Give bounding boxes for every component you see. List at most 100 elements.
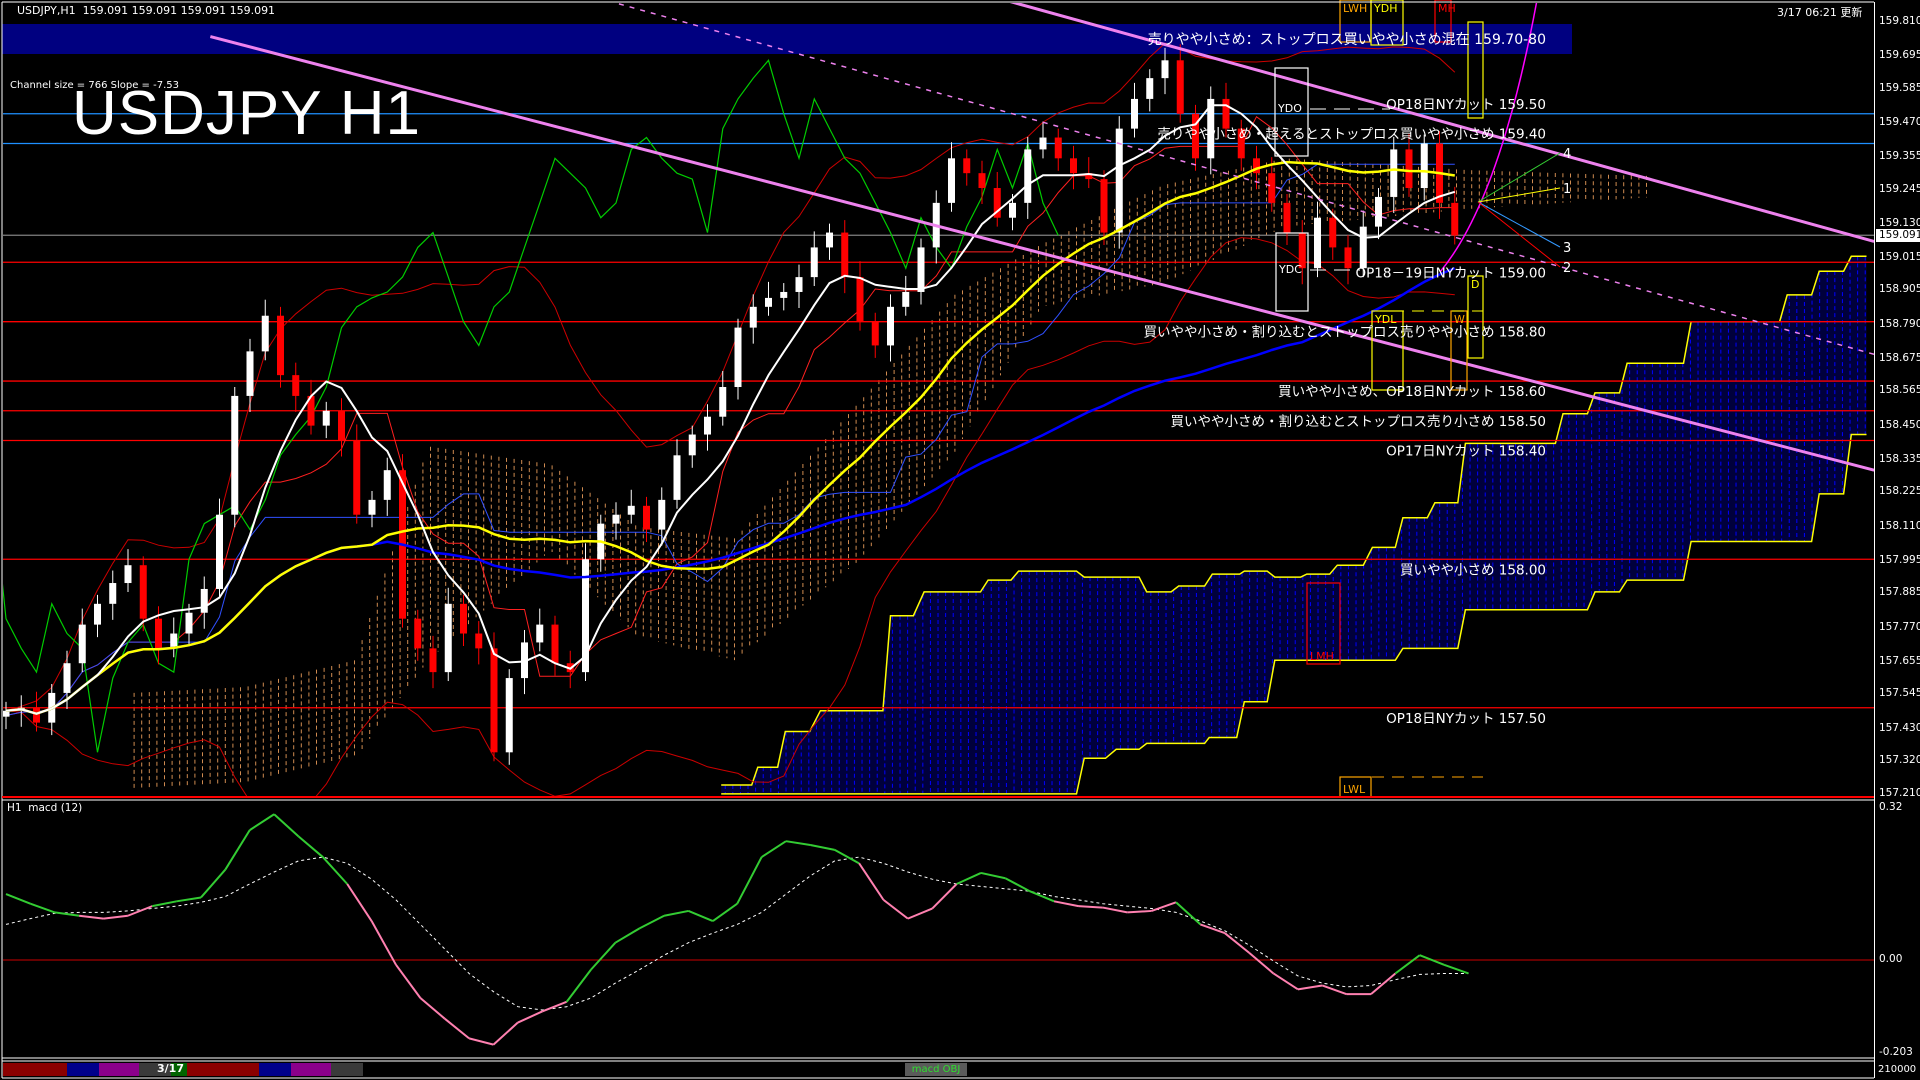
candle[interactable] [1054, 128, 1062, 171]
candle[interactable] [734, 318, 742, 400]
candle[interactable] [277, 306, 284, 388]
candle[interactable] [795, 264, 803, 309]
candle[interactable] [1359, 210, 1367, 278]
candle[interactable] [33, 691, 40, 732]
candle[interactable] [780, 283, 788, 311]
candle[interactable] [414, 609, 422, 661]
candle[interactable] [582, 543, 589, 682]
candle[interactable] [353, 424, 361, 524]
candle[interactable] [643, 496, 650, 543]
candle[interactable] [1237, 119, 1245, 171]
candle[interactable] [917, 238, 925, 305]
candle[interactable] [109, 570, 117, 620]
candle[interactable] [1024, 136, 1032, 219]
candle[interactable] [1085, 157, 1093, 189]
candle[interactable] [368, 490, 376, 528]
candle[interactable] [871, 312, 879, 358]
candle[interactable] [231, 387, 239, 528]
candle[interactable] [1039, 121, 1047, 159]
candle[interactable] [261, 299, 269, 361]
candle[interactable] [673, 439, 681, 509]
candle-body [1222, 98, 1230, 129]
candle[interactable] [124, 549, 132, 592]
candle[interactable] [460, 594, 467, 646]
price-panel[interactable] [0, 0, 1874, 822]
macd-panel[interactable] [3, 813, 1874, 1046]
candle[interactable] [841, 220, 849, 294]
candle[interactable] [292, 362, 300, 412]
candle[interactable] [444, 587, 452, 682]
candle[interactable] [978, 160, 986, 205]
candle[interactable] [902, 275, 910, 316]
last-updated: 3/17 06:21 更新 [1777, 6, 1863, 19]
candle[interactable] [139, 556, 147, 632]
candle[interactable] [1207, 86, 1215, 175]
candle[interactable] [200, 576, 208, 629]
candle[interactable] [749, 294, 757, 344]
candle[interactable] [1146, 69, 1154, 112]
candle[interactable] [810, 231, 818, 287]
candle[interactable] [78, 608, 86, 673]
candle[interactable] [1176, 44, 1184, 123]
candle[interactable] [1283, 193, 1291, 246]
candle[interactable] [170, 617, 178, 658]
candle[interactable] [475, 621, 483, 665]
candle[interactable] [1420, 134, 1428, 201]
level-label: OP18日NYカット 159.50 [1386, 97, 1546, 113]
candle[interactable] [338, 398, 345, 457]
candle[interactable] [1070, 145, 1077, 190]
candle[interactable] [719, 370, 727, 426]
candle[interactable] [1375, 188, 1382, 240]
candle[interactable] [993, 171, 1001, 227]
channel-trendline[interactable] [1008, 1, 1874, 243]
strip-seg-red-2 [187, 1063, 259, 1076]
candle[interactable] [429, 635, 437, 689]
candle[interactable] [1192, 104, 1199, 171]
macd-main-segment [688, 910, 714, 922]
candle[interactable] [216, 498, 223, 598]
candle[interactable] [1405, 133, 1413, 197]
candle[interactable] [826, 223, 833, 260]
candle[interactable] [1161, 47, 1169, 95]
candle[interactable] [322, 401, 330, 439]
candle[interactable] [1131, 82, 1138, 138]
candle[interactable] [536, 608, 544, 652]
channel-trendline[interactable] [209, 35, 1874, 472]
candle[interactable] [963, 149, 971, 186]
candle[interactable] [383, 457, 391, 516]
candle[interactable] [627, 489, 635, 524]
candle[interactable] [688, 425, 696, 468]
candle[interactable] [94, 594, 101, 638]
candle[interactable] [1100, 170, 1108, 246]
macd-main-segment [541, 1000, 567, 1013]
candle[interactable] [1390, 136, 1398, 213]
candle[interactable] [612, 502, 620, 540]
candle[interactable] [856, 261, 864, 331]
candle[interactable] [1329, 208, 1337, 260]
candle[interactable] [948, 142, 955, 212]
candle[interactable] [185, 603, 193, 646]
candle[interactable] [1451, 186, 1459, 245]
macd-main-segment [1394, 954, 1421, 975]
candle[interactable] [1115, 116, 1123, 249]
candle[interactable] [1009, 193, 1016, 231]
candle[interactable] [246, 338, 254, 412]
candle[interactable] [3, 701, 10, 730]
candle[interactable] [1314, 201, 1321, 278]
candle[interactable] [1344, 234, 1352, 285]
candle[interactable] [505, 669, 513, 765]
candle[interactable] [1298, 220, 1306, 285]
candle[interactable] [1222, 82, 1230, 138]
macd-obj-button[interactable]: macd OBJ [905, 1063, 967, 1076]
candle-body [490, 648, 498, 753]
candle[interactable] [399, 454, 406, 628]
candle[interactable] [307, 379, 315, 435]
candle[interactable] [658, 487, 666, 546]
candle[interactable] [704, 404, 711, 451]
candle[interactable] [551, 615, 559, 676]
candle-body [749, 306, 757, 328]
candle[interactable] [1268, 157, 1276, 212]
candle[interactable] [765, 281, 772, 316]
candle[interactable] [887, 294, 894, 362]
